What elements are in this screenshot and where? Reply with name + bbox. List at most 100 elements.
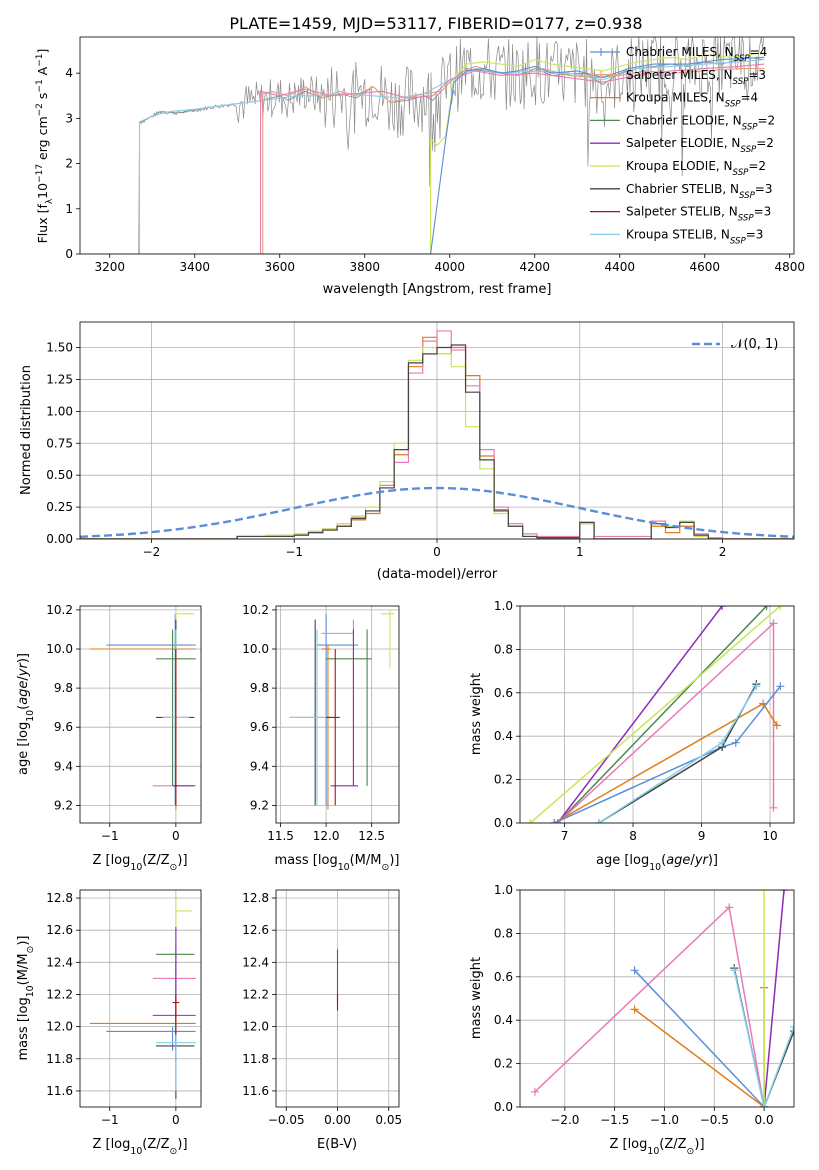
y-tick-label: 12.4 [242,955,269,969]
label-part: 10 [25,985,36,997]
x-axis-label: Z [log10(Z/Z⊙)] [92,1137,187,1157]
label-part: SSP [742,122,759,132]
label-part: (M/M [16,954,31,986]
data-point [772,721,781,730]
data-point [769,803,778,812]
weight-line-6 [733,970,794,1107]
y-tick-label: 0.00 [46,532,73,546]
y-tick-label: 1.0 [494,599,513,613]
y-axis-label: Flux [fλ10−17 erg cm−2 s−1 A−1] [35,49,55,244]
weight-line-2 [529,606,781,823]
data-point [790,1022,794,1031]
label-part: ⊙ [170,1146,178,1157]
chart-spectrum: 3200 3400 3600 3800 4000 4200 4400 4600 4800 0 1 2 3… [35,36,805,297]
legend: 𝒩(0, 1) [692,337,778,352]
label-part: )] [694,1137,704,1152]
label-part: Kroupa MILES, N [626,91,725,105]
legend-label: Kroupa STELIB, NSSP=3 [626,227,763,246]
spectrum-plot [80,37,765,254]
y-tick-label: 0.8 [494,642,513,656]
x-tick-label: 3800 [349,260,380,274]
y-tick-label: 1.00 [46,404,73,418]
label-part: Flux [f [35,204,50,244]
y-tick-label: 0.0 [494,1100,513,1114]
plot-area [530,890,794,1107]
x-tick-label: −1 [101,829,119,843]
y-tick-label: 9.8 [54,681,73,695]
label-part: ( [16,705,31,710]
x-tick-label: −0.5 [700,1113,729,1127]
data-point [530,1087,539,1096]
label-part: λ [45,198,55,204]
label-part: =4 [741,91,759,105]
data-point [762,606,771,610]
label-part: 10 [25,710,36,722]
label-part: =3 [754,205,772,219]
weight-line-0 [534,906,765,1107]
y-tick-label: 9.6 [54,720,73,734]
y-axis-label: age [log10(age/yr)] [16,653,36,775]
label-part: age [16,681,31,705]
y-tick-label: 12.0 [46,1020,73,1034]
legend-label: 𝒩(0, 1) [731,337,778,352]
x-tick-label: −1 [285,545,303,559]
x-tick-label: 10 [762,829,777,843]
y-tick-label: 9.2 [54,798,73,812]
y-tick-label: 1.25 [46,372,73,386]
label-part: 10 [338,862,350,873]
axes-frame [79,889,202,1108]
y-tick-label: 3 [65,111,73,125]
label-part: −1 [35,54,45,67]
data-point [790,1027,794,1036]
weight-line-7 [598,685,757,823]
y-tick-label: 0.2 [494,1057,513,1071]
y-tick-label: 0.4 [494,1013,513,1027]
data-point [550,819,559,823]
axes-frame [79,321,795,540]
label-part: )] [16,653,31,663]
chart-residuals: −2 −1 0 1 2 0.00 0.25 0.50 0.75 1.00 1.25 1.50 (data… [19,321,795,582]
data-point [725,903,734,912]
label-part: (M/M [350,853,382,868]
weight-line-4 [553,702,778,823]
label-part: / [16,676,31,681]
label-part: Z [log [92,853,130,868]
label-part: SSP [734,54,751,64]
axes-frame [519,889,795,1108]
label-part: Salpeter ELODIE, N [626,136,740,150]
axes-frame [275,605,400,824]
model-spectrum-0 [80,56,765,254]
data-point [718,738,727,747]
y-axis-label: mass [log10(M/M⊙)] [16,936,36,1061]
y-tick-label: 10.2 [46,603,73,617]
label-part: ⊙ [170,862,178,873]
data-point [718,606,727,610]
chart-mass_vs_Z: −1 011.611.812.012.212.412.612.8Z [log10(… [16,889,202,1157]
y-tick-label: 0.25 [46,500,73,514]
label-part: Salpeter MILES, N [626,68,733,82]
legend-label: Salpeter STELIB, NSSP=3 [626,205,771,224]
axes-frame [79,36,795,255]
weight-line-3 [763,890,785,1107]
label-part: SSP [740,145,757,155]
label-part: ] [35,49,50,54]
model-spectrum-2 [80,65,765,254]
y-tick-label: 1 [65,202,73,216]
label-part: )] [177,1137,187,1152]
weight-line-1 [634,969,765,1107]
label-part: Kroupa ELODIE, N [626,159,733,173]
y-tick-label: 0.4 [494,729,513,743]
weight-line-0 [557,606,723,823]
y-axis-label: Normed distribution [19,365,34,495]
data-point [630,966,639,975]
label-part: =4 [750,45,768,59]
x-tick-label: 9 [698,829,706,843]
y-tick-label: 4 [65,66,73,80]
data-point [594,819,603,823]
label-part: =2 [757,113,775,127]
legend-label: Salpeter ELODIE, NSSP=2 [626,136,774,155]
label-part: ( [661,853,666,868]
label-part: )] [389,853,399,868]
x-tick-label: 0 [172,829,180,843]
label-part: SSP [733,77,750,87]
